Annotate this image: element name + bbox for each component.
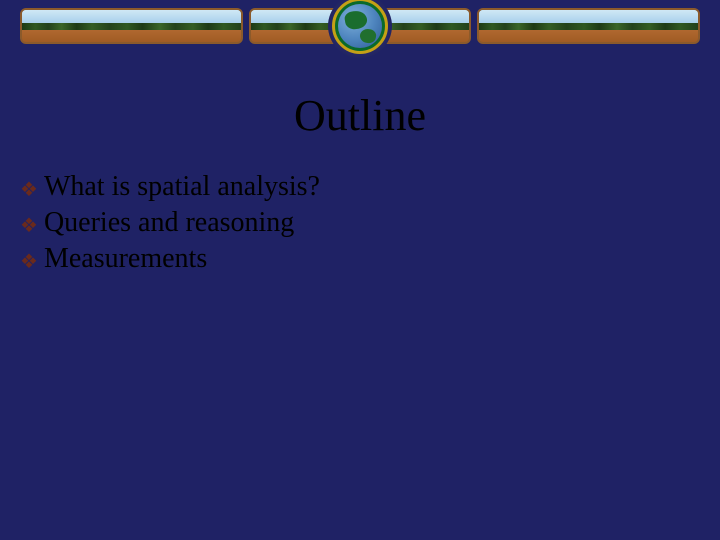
bullet-text: What is spatial analysis? bbox=[44, 169, 320, 205]
bullet-text: Queries and reasoning bbox=[44, 205, 294, 241]
list-item: ❖ Queries and reasoning bbox=[20, 205, 720, 241]
list-item: ❖ Measurements bbox=[20, 241, 720, 277]
bullet-icon: ❖ bbox=[20, 178, 38, 204]
bullet-text: Measurements bbox=[44, 241, 207, 277]
slide-title: Outline bbox=[0, 90, 720, 141]
bullet-icon: ❖ bbox=[20, 250, 38, 276]
list-item: ❖ What is spatial analysis? bbox=[20, 169, 720, 205]
globe-icon bbox=[328, 0, 392, 58]
bullet-list: ❖ What is spatial analysis? ❖ Queries an… bbox=[20, 169, 720, 276]
bullet-icon: ❖ bbox=[20, 214, 38, 240]
banner-segment-right bbox=[477, 8, 700, 44]
slide-header-decoration bbox=[0, 0, 720, 56]
banner-segment-left bbox=[20, 8, 243, 44]
